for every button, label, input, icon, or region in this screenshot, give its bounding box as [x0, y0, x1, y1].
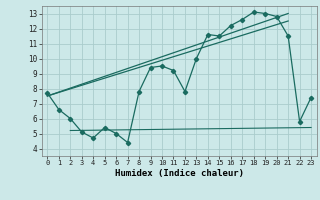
X-axis label: Humidex (Indice chaleur): Humidex (Indice chaleur) — [115, 169, 244, 178]
